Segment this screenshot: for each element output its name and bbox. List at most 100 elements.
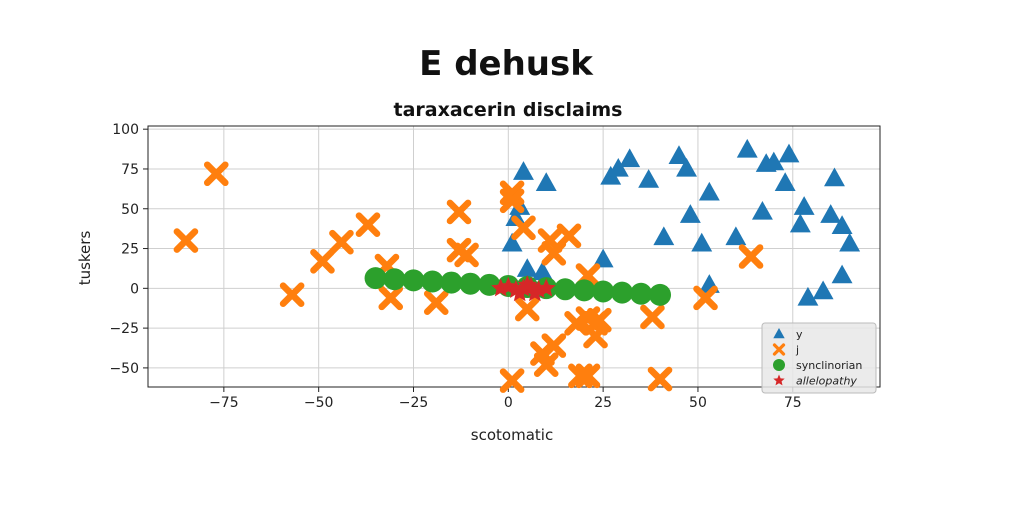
data-point	[789, 213, 811, 233]
data-point	[778, 143, 800, 163]
legend-marker	[773, 374, 785, 386]
legend-item-y: y	[773, 328, 803, 341]
y-tick-label: −25	[109, 321, 139, 337]
legend-marker	[772, 343, 786, 356]
data-point	[440, 271, 463, 294]
y-tick: 75	[121, 162, 148, 178]
data-point	[525, 283, 545, 302]
data-point	[517, 275, 537, 294]
data-point	[793, 196, 815, 215]
data-point	[310, 248, 335, 274]
y-tick: 50	[121, 202, 148, 218]
legend-item-j: j	[772, 343, 799, 357]
data-point	[611, 281, 634, 304]
data-point	[329, 229, 354, 255]
data-point	[820, 204, 842, 223]
data-point	[423, 290, 449, 315]
legend-label: synclinorian	[796, 359, 862, 372]
data-point	[556, 223, 582, 249]
legend-label: j	[795, 344, 799, 357]
y-tick: −50	[109, 361, 148, 377]
x-tick-label: −25	[399, 395, 429, 411]
legend: yj synclinorian allelopathy	[761, 322, 877, 394]
y-tick: −25	[109, 321, 148, 337]
data-point	[513, 161, 534, 180]
data-point	[647, 366, 673, 392]
x-tick-label: −50	[304, 395, 334, 411]
data-point	[531, 261, 553, 281]
data-point	[679, 204, 701, 223]
data-point	[510, 283, 530, 302]
data-point	[587, 307, 612, 333]
x-tick-label: 25	[594, 395, 612, 411]
series-layer	[173, 138, 861, 393]
y-axis-label: tuskers	[76, 231, 94, 286]
legend-marker	[773, 328, 785, 339]
data-point	[501, 232, 523, 252]
data-point	[736, 138, 758, 158]
legend-label: allelopathy	[796, 375, 857, 388]
legend-item-allelopathy: allelopathy	[773, 374, 857, 388]
data-point	[402, 269, 425, 292]
data-point	[640, 304, 665, 330]
data-point	[831, 264, 853, 284]
x-axis: −75 −50 −25 0 25 50 75	[209, 387, 802, 411]
series-j	[173, 161, 764, 393]
data-point	[698, 181, 720, 201]
data-point	[619, 148, 641, 168]
data-point	[173, 228, 199, 253]
data-point	[668, 145, 690, 164]
data-point	[516, 258, 538, 277]
data-point	[364, 267, 387, 290]
data-point	[499, 368, 525, 393]
data-point	[824, 167, 845, 187]
data-point	[653, 226, 675, 246]
y-axis: −50 −25 0 25 50 75 100	[109, 122, 148, 377]
y-tick: 0	[130, 281, 148, 297]
data-point	[751, 200, 773, 220]
legend-box	[761, 322, 877, 394]
data-point	[554, 278, 577, 301]
x-tick-label: 0	[504, 395, 513, 411]
data-point	[355, 212, 381, 237]
x-tick: 25	[594, 387, 612, 411]
legend-label: y	[796, 328, 803, 341]
y-tick-label: −50	[109, 361, 139, 377]
series-allelopathy	[491, 275, 556, 302]
legend-item-synclinorian: synclinorian	[773, 359, 862, 372]
data-point	[383, 268, 406, 291]
data-point	[446, 199, 472, 225]
chart-title: E dehusk	[419, 44, 594, 84]
x-tick: −75	[209, 387, 239, 411]
data-point	[839, 232, 861, 252]
data-point	[575, 363, 601, 389]
data-point	[478, 273, 501, 296]
data-point	[630, 282, 653, 305]
data-point	[573, 279, 596, 302]
y-tick-label: 0	[130, 281, 139, 297]
data-point	[535, 172, 557, 191]
series-y	[501, 138, 861, 306]
data-point	[607, 157, 629, 177]
data-point	[421, 270, 444, 293]
data-point	[693, 285, 718, 311]
data-point	[812, 280, 834, 300]
data-point	[279, 282, 305, 307]
x-tick-label: 75	[784, 395, 802, 411]
data-point	[533, 352, 559, 378]
x-tick: −25	[399, 387, 429, 411]
x-tick-label: −75	[209, 395, 239, 411]
y-tick-label: 75	[121, 162, 139, 178]
data-point	[454, 242, 479, 268]
x-tick-label: 50	[689, 395, 707, 411]
data-point	[676, 157, 698, 177]
legend-marker	[773, 359, 785, 371]
data-point	[774, 172, 796, 191]
x-axis-label: scotomatic	[471, 426, 553, 444]
y-tick-label: 100	[112, 122, 139, 138]
data-point	[511, 215, 536, 241]
data-point	[763, 151, 785, 171]
data-point	[797, 286, 819, 306]
data-point	[738, 244, 764, 269]
y-tick-label: 50	[121, 202, 139, 218]
